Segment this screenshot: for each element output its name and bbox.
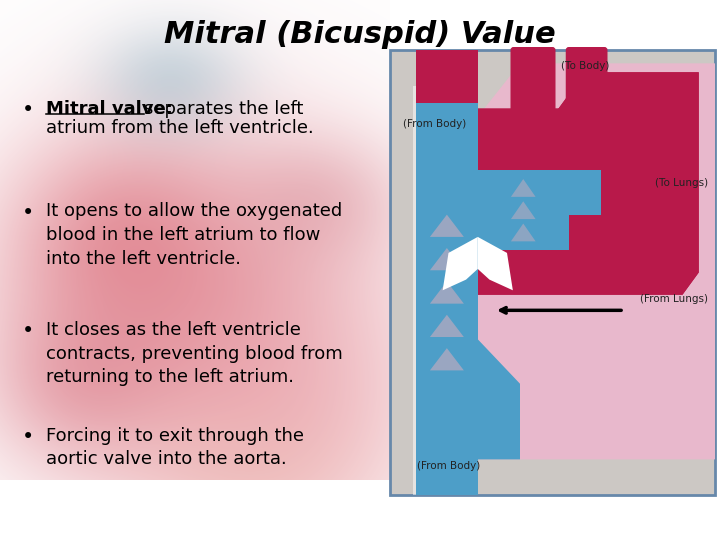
Bar bbox=[416, 86, 478, 495]
Text: (From Lungs): (From Lungs) bbox=[641, 294, 708, 304]
Text: Mitral (Bicuspid) Value: Mitral (Bicuspid) Value bbox=[164, 20, 556, 49]
Text: •: • bbox=[22, 100, 35, 120]
Bar bbox=[416, 50, 478, 139]
Text: •: • bbox=[22, 202, 35, 222]
Polygon shape bbox=[511, 224, 536, 241]
Polygon shape bbox=[430, 348, 464, 370]
FancyBboxPatch shape bbox=[510, 47, 556, 151]
Text: separates the left: separates the left bbox=[144, 100, 304, 118]
FancyBboxPatch shape bbox=[390, 50, 715, 495]
Bar bbox=[478, 170, 601, 214]
Text: •: • bbox=[22, 321, 35, 341]
Text: Mitral valve:: Mitral valve: bbox=[46, 100, 179, 118]
Text: (To Body): (To Body) bbox=[561, 61, 609, 71]
Polygon shape bbox=[478, 72, 698, 295]
Polygon shape bbox=[511, 201, 536, 219]
Polygon shape bbox=[416, 339, 520, 460]
Polygon shape bbox=[430, 281, 464, 303]
Polygon shape bbox=[436, 63, 715, 460]
Text: •: • bbox=[22, 427, 35, 447]
Polygon shape bbox=[430, 315, 464, 337]
Polygon shape bbox=[443, 237, 478, 291]
Text: (To Lungs): (To Lungs) bbox=[655, 179, 708, 188]
Text: Forcing it to exit through the
aortic valve into the aorta.: Forcing it to exit through the aortic va… bbox=[46, 427, 304, 468]
Polygon shape bbox=[478, 72, 698, 295]
Polygon shape bbox=[430, 248, 464, 271]
Polygon shape bbox=[430, 214, 464, 237]
Bar bbox=[413, 86, 419, 495]
Bar bbox=[416, 103, 478, 495]
Text: It opens to allow the oxygenated
blood in the left atrium to flow
into the left : It opens to allow the oxygenated blood i… bbox=[46, 202, 342, 268]
Polygon shape bbox=[511, 179, 536, 197]
Text: (From Body): (From Body) bbox=[417, 461, 480, 470]
Text: (From Body): (From Body) bbox=[403, 119, 467, 129]
Text: atrium from the left ventricle.: atrium from the left ventricle. bbox=[46, 119, 314, 137]
FancyBboxPatch shape bbox=[0, 0, 390, 540]
Bar bbox=[478, 170, 601, 214]
FancyBboxPatch shape bbox=[474, 109, 686, 223]
FancyBboxPatch shape bbox=[566, 47, 608, 151]
Polygon shape bbox=[478, 237, 513, 291]
Polygon shape bbox=[478, 170, 569, 250]
Text: It closes as the left ventricle
contracts, preventing blood from
returning to th: It closes as the left ventricle contract… bbox=[46, 321, 343, 387]
